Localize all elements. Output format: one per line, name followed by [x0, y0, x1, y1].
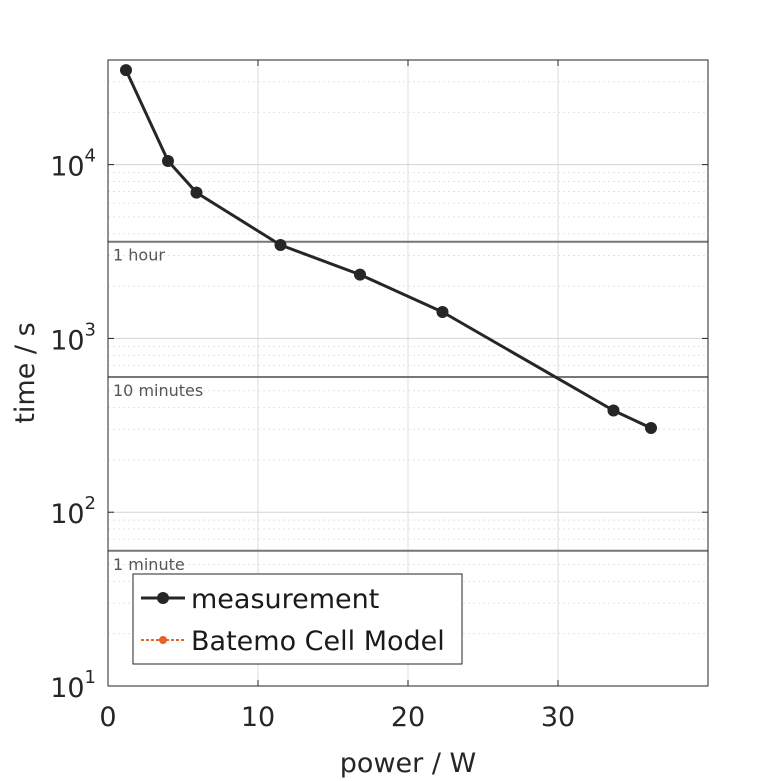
y-tick-base: 10 [50, 499, 84, 530]
y-tick-label: 101 [50, 667, 96, 704]
data-point [645, 422, 657, 435]
data-point [162, 154, 174, 167]
reference-lines: 1 hour 10 minutes 1 minute [108, 240, 708, 574]
legend-box [132, 573, 463, 665]
data-point [354, 268, 366, 281]
data-point [274, 238, 287, 251]
y-tick-label: 102 [50, 493, 96, 530]
reference-line-label: 10 minutes [113, 381, 203, 400]
x-tick-label: 30 [541, 702, 575, 733]
legend-model-marker [159, 636, 167, 644]
reference-line-label: 1 hour [113, 246, 165, 265]
x-tick-label: 10 [241, 702, 275, 733]
legend-model-label: Batemo Cell Model [191, 626, 445, 657]
data-point [120, 64, 132, 77]
y-tick-label: 103 [50, 319, 96, 356]
series [120, 64, 657, 435]
x-axis-label: power / W [340, 748, 476, 779]
legend-measurement-label: measurement [191, 584, 379, 615]
x-tick-label: 20 [391, 702, 425, 733]
legend: measurement Batemo Cell Model [132, 573, 463, 665]
y-tick-exponent: 2 [85, 493, 96, 514]
y-tick-exponent: 1 [85, 667, 96, 688]
x-tick-label: 0 [99, 702, 116, 733]
y-tick-label: 104 [50, 146, 96, 183]
y-tick-base: 10 [50, 325, 84, 356]
y-tick-exponent: 4 [85, 146, 96, 167]
y-tick-exponent: 3 [85, 319, 96, 340]
series-line-0 [124, 69, 652, 430]
data-point [607, 404, 620, 417]
data-point [436, 305, 449, 318]
legend-measurement-marker [157, 592, 169, 604]
y-axis-label: time / s [10, 322, 41, 423]
reference-line-label: 1 minute [113, 555, 185, 574]
data-point [190, 186, 203, 199]
y-tick-base: 10 [50, 673, 84, 704]
y-tick-base: 10 [50, 152, 84, 183]
